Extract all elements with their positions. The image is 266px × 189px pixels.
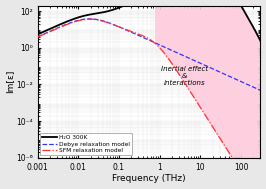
X-axis label: Frequency (THz): Frequency (THz)	[112, 174, 186, 184]
Y-axis label: Im[ε]: Im[ε]	[6, 70, 15, 93]
Legend: H₂O 300K, Debye relaxation model, SFM relaxation model: H₂O 300K, Debye relaxation model, SFM re…	[40, 133, 132, 155]
Text: Inertial effect
&
interactions: Inertial effect & interactions	[161, 66, 208, 86]
